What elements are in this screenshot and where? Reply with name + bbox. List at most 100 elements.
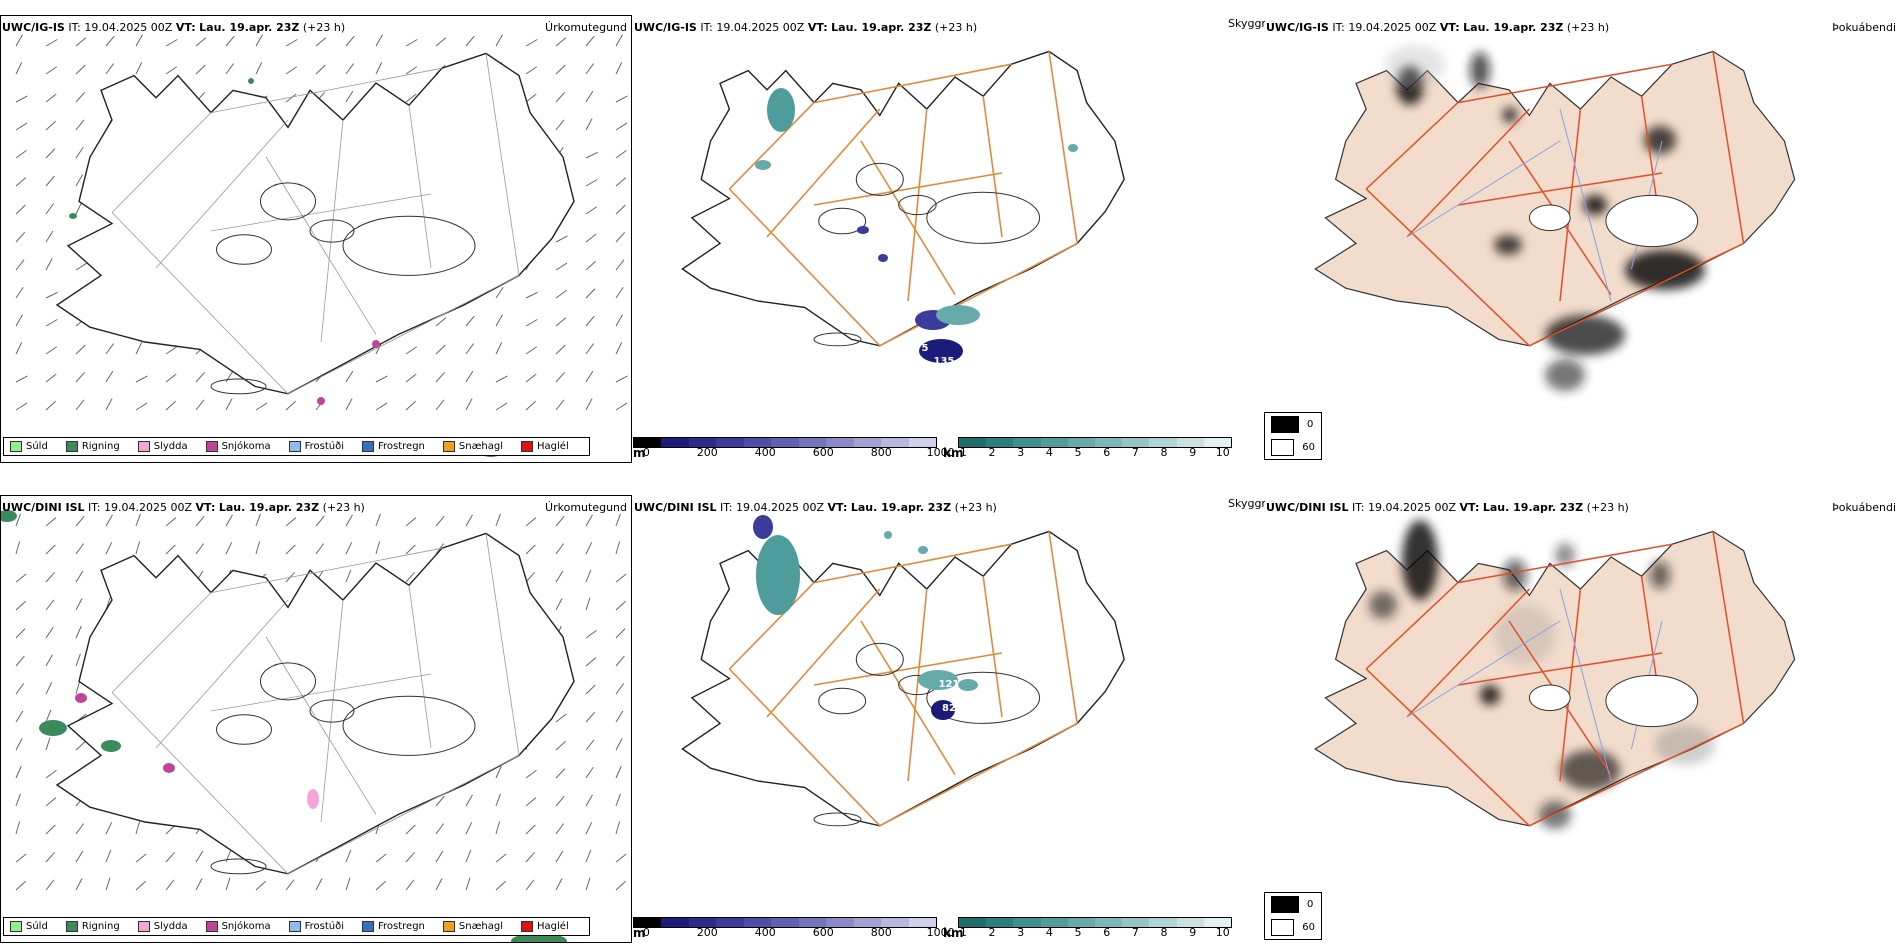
wind-barb: [15, 710, 24, 723]
precip-title: Úrkomutegund: [545, 501, 627, 514]
road-line: [1365, 188, 1530, 347]
precip-map-bottom: [1, 510, 627, 942]
wind-barb: [495, 342, 503, 355]
wind-barb: [435, 317, 447, 327]
fog-blob: [1369, 591, 1397, 619]
road-line: [210, 673, 432, 712]
fog-title: Þokuábendi: [1832, 501, 1896, 514]
wind-barb: [345, 398, 353, 411]
legend-label: Snjókoma: [221, 921, 271, 932]
wind-barb: [135, 62, 143, 75]
scale-km-bar-top: [958, 437, 1232, 448]
wind-barb: [375, 402, 388, 411]
legend-entry: Súld: [10, 921, 48, 932]
wind-barb: [405, 39, 418, 47]
wind-barb: [435, 795, 445, 807]
wind-barb: [555, 399, 565, 411]
wind-barb: [75, 850, 84, 863]
scale-km-ticks-bottom: 1 2 3 4 5 6 7 8 9 10: [960, 926, 1230, 940]
road-line: [287, 755, 520, 875]
scale-m-unit: m: [633, 446, 646, 460]
wind-barb: [345, 514, 353, 527]
road-line: [728, 582, 815, 670]
wind-barb: [75, 146, 84, 159]
scale-step: [771, 438, 799, 447]
wind-barb: [615, 204, 626, 215]
legend-swatch: [65, 441, 78, 452]
legend-swatch: [288, 441, 301, 452]
wind-barb: [525, 66, 538, 75]
wind-barb: [285, 39, 298, 47]
legend-label: Frostregn: [378, 441, 425, 452]
wind-barb: [495, 513, 501, 527]
wind-barb: [435, 878, 443, 891]
wind-barb: [15, 375, 28, 383]
wind-barb: [75, 262, 88, 271]
wind-barb: [465, 398, 473, 411]
legend-swatch: [10, 441, 22, 452]
wind-barb: [15, 232, 26, 243]
wind-barb: [15, 573, 27, 583]
legend-entry: Snjókoma: [205, 921, 271, 932]
legend-label: Rigning: [81, 921, 120, 932]
wind-barb: [615, 402, 628, 411]
wind-barb: [525, 769, 537, 779]
legend-swatch: [10, 921, 22, 932]
legend-swatch: [137, 441, 150, 452]
wind-barb: [615, 375, 628, 383]
wind-barb: [405, 572, 416, 583]
wind-barb: [585, 288, 596, 299]
wind-barb: [525, 373, 537, 383]
wind-barb: [135, 375, 148, 383]
road-line: [1457, 652, 1663, 686]
wind-barb: [195, 543, 205, 555]
wind-barb: [615, 880, 626, 891]
wind-barb: [15, 259, 25, 271]
scale-step: [798, 918, 827, 927]
fog-blob: [1545, 315, 1625, 355]
wind-barb: [525, 291, 538, 299]
wind-barb: [165, 517, 177, 527]
scale-step: [743, 918, 772, 927]
road-line: [155, 599, 289, 749]
wind-barb: [615, 513, 621, 527]
cloud-legend-entry: 0: [1265, 893, 1321, 916]
wind-barb: [15, 62, 23, 75]
scale-step: [716, 918, 744, 927]
wind-barb: [45, 319, 58, 327]
wind-barb: [105, 514, 113, 527]
wind-barb: [45, 797, 57, 807]
wind-barb: [525, 852, 536, 863]
wind-barb: [45, 544, 56, 555]
fog-map-bottom: [1314, 520, 1796, 829]
wind-barb: [525, 400, 536, 411]
wind-barb: [585, 514, 593, 527]
scale-step: [661, 918, 689, 927]
wind-barb: [195, 37, 207, 47]
wind-barb: [75, 202, 83, 215]
road-line: [728, 188, 881, 347]
wind-barb: [165, 373, 177, 383]
road-line: [485, 533, 520, 756]
visibility-area: [1068, 144, 1078, 152]
wind-barb: [555, 850, 564, 863]
precip-panel-bottom: Úrkomutegund Súld Rigning Slydda Snjókoma Fr…: [0, 495, 632, 943]
header-bottom-3: UWC/DINI ISL IT: 19.04.2025 00Z VT: Lau.…: [1266, 501, 1629, 514]
glacier-outline: [813, 332, 862, 347]
wind-barb: [45, 203, 55, 215]
wind-barb: [615, 765, 622, 779]
glacier-outline: [309, 219, 355, 243]
wind-barb: [555, 768, 566, 779]
wind-barb: [315, 37, 327, 47]
precip-panel-top: Úrkomutegund Súld Rigning Slydda Snjókoma Fr…: [0, 15, 632, 463]
visibility-map-top: 5 135 84: [681, 50, 1125, 387]
wind-barb: [15, 765, 22, 779]
cloud-legend-entry: 60: [1265, 916, 1321, 939]
wind-barb: [405, 66, 418, 75]
wind-barb: [495, 793, 501, 807]
wind-barb: [45, 654, 53, 667]
precip-area: [101, 740, 121, 752]
visibility-value-label: 135: [934, 356, 955, 367]
river-line: [1559, 588, 1612, 782]
header-top-3: UWC/IG-IS IT: 19.04.2025 00Z VT: Lau. 19…: [1266, 21, 1610, 34]
